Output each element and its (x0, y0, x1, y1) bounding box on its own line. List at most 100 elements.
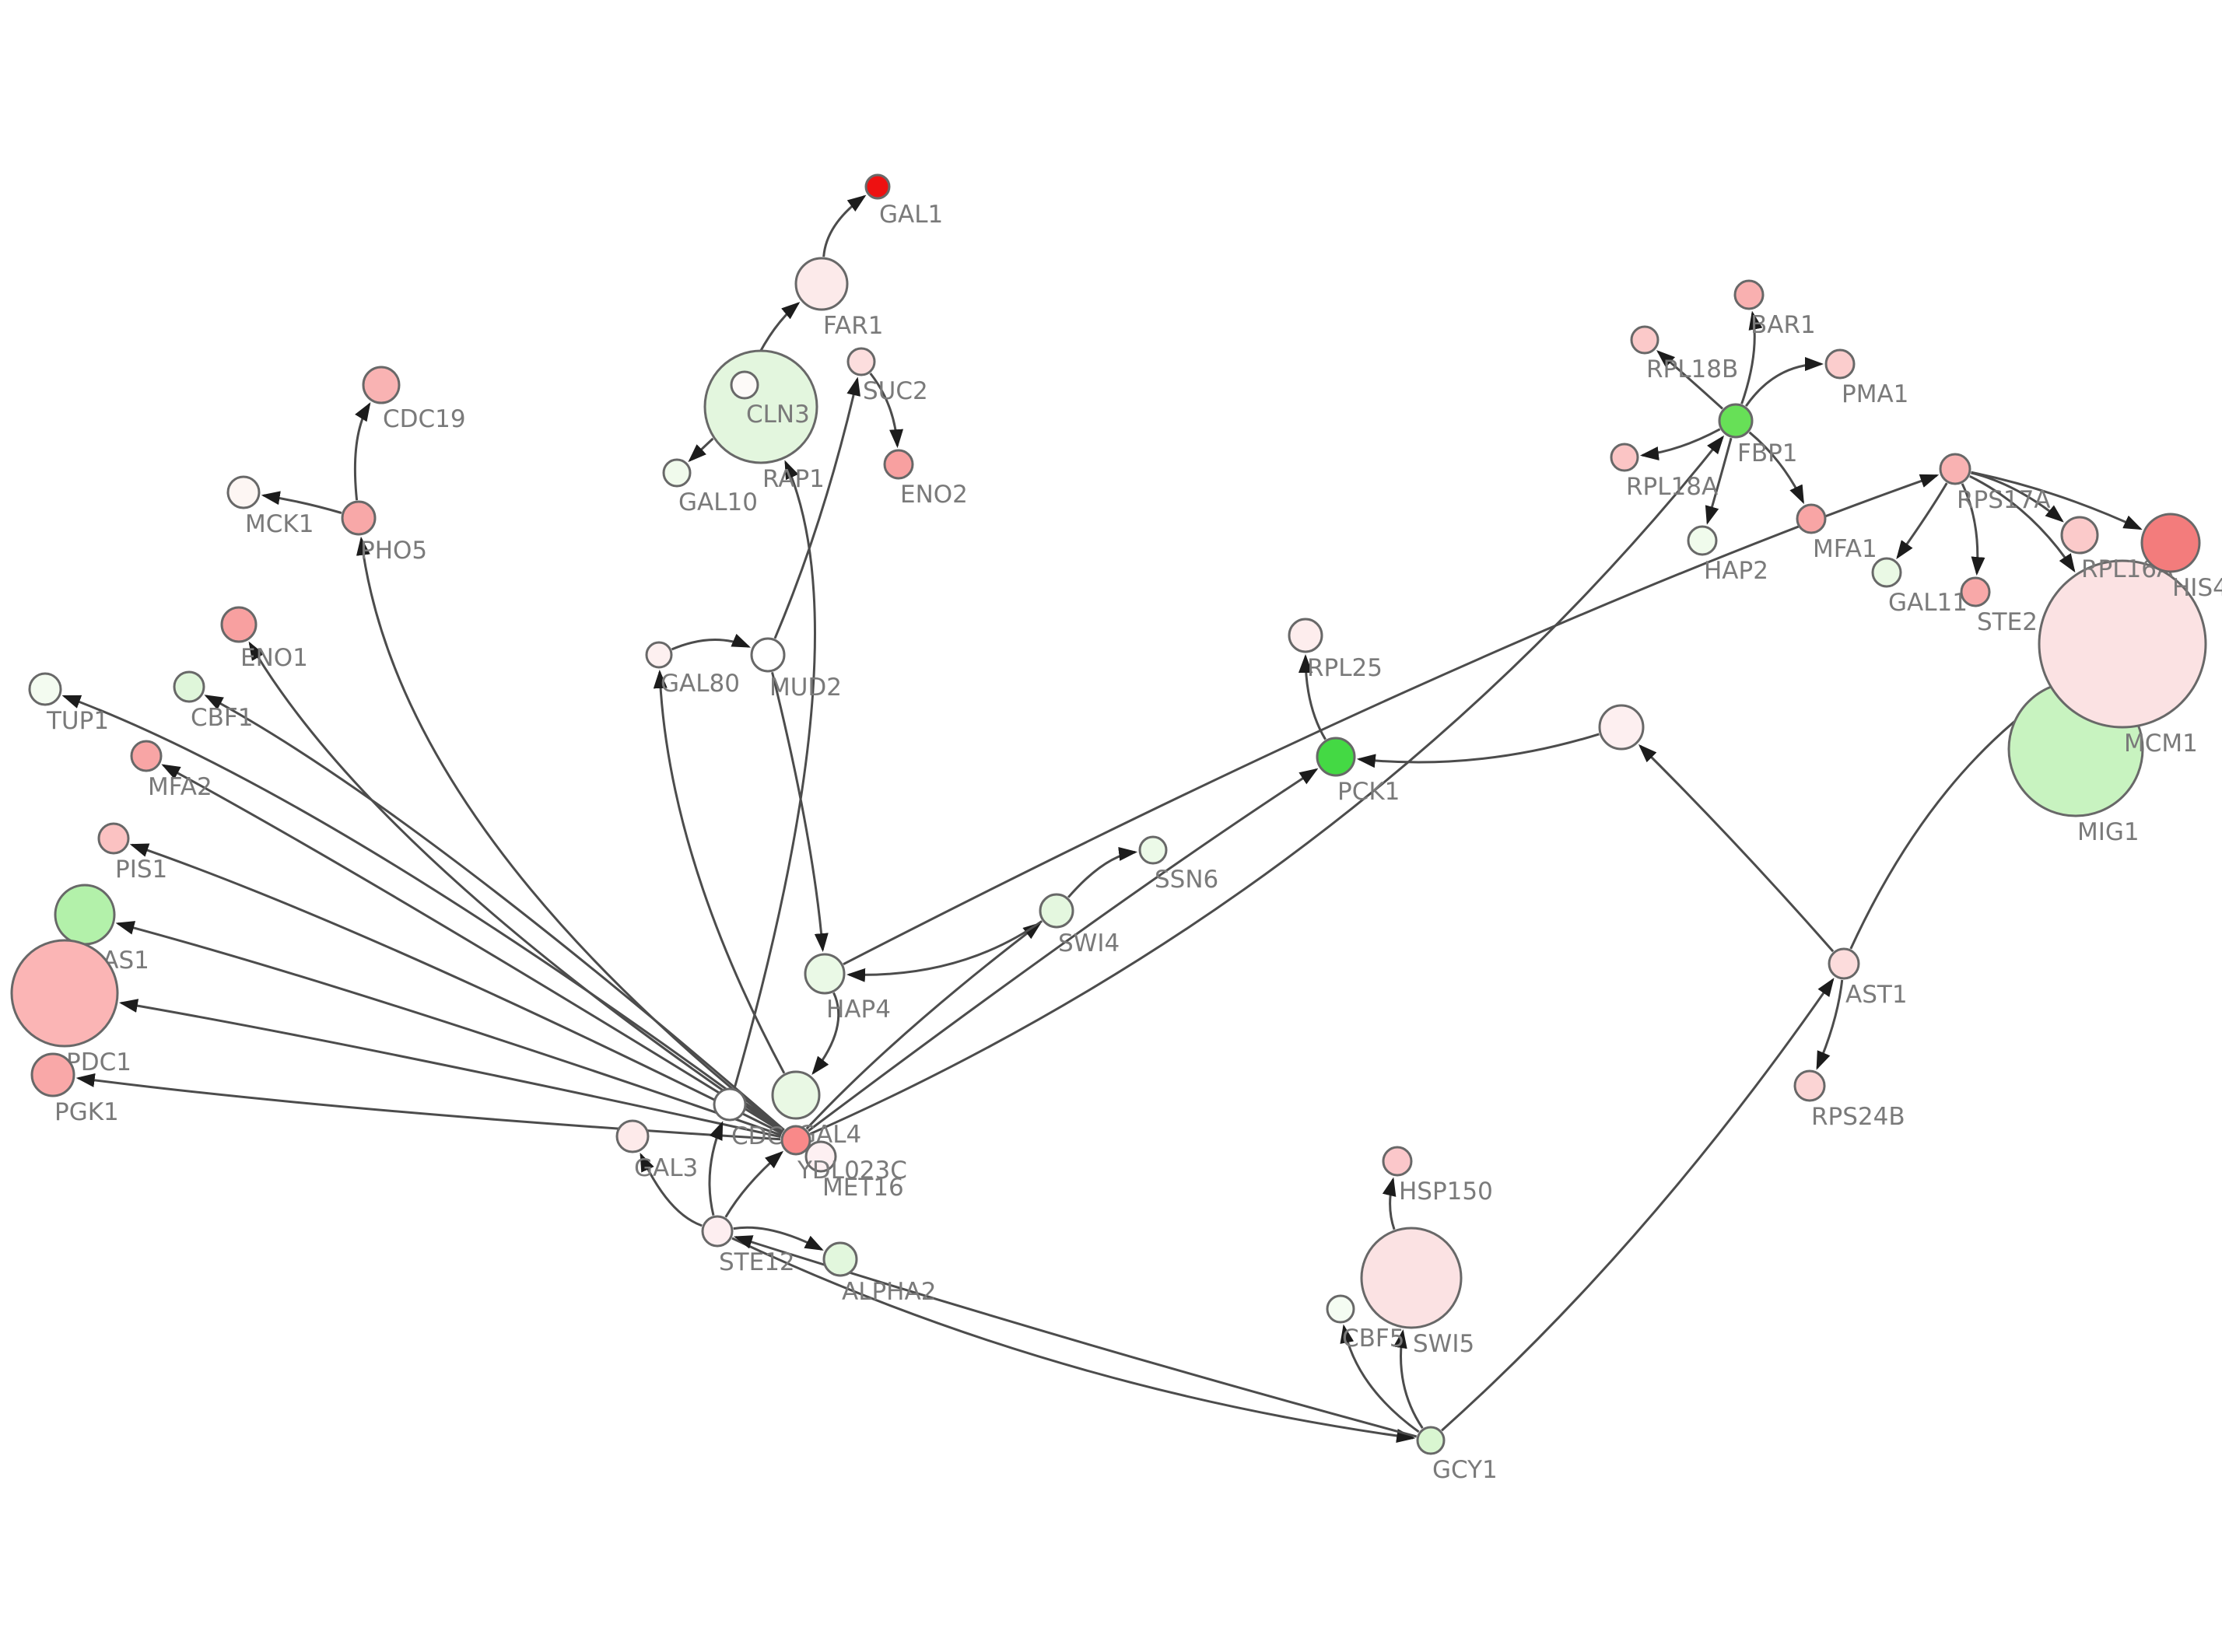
edge-AST1-RPS24B[interactable] (1816, 979, 1844, 1070)
edge-YDL023C-RAS1[interactable] (115, 921, 782, 1136)
edge-GCY1-AST1[interactable] (1441, 978, 1835, 1432)
edge-RPS17A-RPL16A[interactable] (1971, 471, 2064, 523)
node-PCK1[interactable] (1316, 737, 1356, 777)
edge-FAR1-GAL1[interactable] (822, 194, 867, 257)
node-FAR1[interactable] (794, 257, 849, 311)
node-PHO5[interactable] (341, 500, 377, 536)
node-HAP4[interactable] (804, 953, 846, 995)
node-CDC19[interactable] (362, 366, 401, 404)
node-ENO1[interactable] (220, 606, 258, 643)
edge-SWI5-HSP150[interactable] (1382, 1177, 1397, 1230)
node-HIS4[interactable] (2140, 513, 2201, 573)
edge-YDL023C-PCK1[interactable] (808, 768, 1319, 1132)
edge-YDL023C-MFA2[interactable] (161, 764, 783, 1133)
node-SWI4[interactable] (1039, 893, 1074, 929)
edge-STE12-CDC6[interactable] (708, 1121, 724, 1216)
edge-YDL023C-TUP1[interactable] (61, 695, 784, 1132)
edge-RPS17A-MCM1[interactable] (1969, 474, 2076, 573)
edge-RAP1-GAL10[interactable] (688, 437, 714, 463)
node-TUP1[interactable] (28, 672, 62, 706)
node-RAS1[interactable] (54, 884, 116, 946)
node-YDL023C[interactable] (780, 1125, 811, 1156)
edge-PHO5-CDC19[interactable] (353, 402, 371, 501)
edge-MUD2-SUC2[interactable] (773, 376, 860, 639)
edge-RPS17A-HIS4[interactable] (1971, 471, 2143, 530)
node-UNNAMED[interactable] (1598, 704, 1645, 751)
edge-PCK1-RPL25[interactable] (1299, 654, 1327, 740)
edge-CDC6-RAP1[interactable] (733, 460, 816, 1089)
edge-YDL023C-CBF1[interactable] (204, 695, 785, 1132)
node-SWI5[interactable] (1360, 1227, 1463, 1329)
node-MFA1[interactable] (1796, 503, 1827, 534)
edge-YDL023C-PHO5[interactable] (356, 536, 785, 1132)
edge-RPS17A-STE2[interactable] (1961, 483, 1985, 576)
edge-SUC2-ENO2[interactable] (869, 373, 904, 449)
edge-YDL023C-SWI4[interactable] (805, 922, 1042, 1130)
edge-STE12-GCY1[interactable] (731, 1237, 1416, 1443)
node-PGK1[interactable] (30, 1052, 75, 1097)
edge-HAP4-GAL4[interactable] (811, 992, 840, 1076)
node-GAL10[interactable] (662, 458, 692, 488)
node-STE12[interactable] (701, 1215, 734, 1248)
node-MUD2[interactable] (750, 637, 786, 673)
edge-YDL023C-PGK1[interactable] (75, 1073, 781, 1141)
edge-STE12-YDL023C[interactable] (724, 1150, 784, 1218)
node-HAP2[interactable] (1687, 525, 1718, 556)
edge-STE12-ALPHA2[interactable] (733, 1226, 824, 1251)
edge-GCY1-CBF5[interactable] (1340, 1324, 1420, 1433)
node-PMA1[interactable] (1824, 348, 1856, 380)
edge-AST1-UNNAMED[interactable] (1638, 744, 1835, 953)
node-MCM1[interactable] (2038, 559, 2207, 729)
node-MFA2[interactable] (130, 740, 163, 772)
node-HSP150[interactable] (1382, 1146, 1413, 1177)
edge-FBP1-BAR1[interactable] (1740, 310, 1763, 404)
node-PIS1[interactable] (97, 822, 130, 855)
node-SSN6[interactable] (1138, 835, 1168, 865)
edge-YDL023C-FBP1[interactable] (809, 435, 1725, 1136)
node-CBF1[interactable] (173, 670, 205, 703)
edge-FBP1-RPL18A[interactable] (1639, 428, 1721, 460)
edge-SWI4-SSN6[interactable] (1067, 847, 1138, 898)
node-GAL11[interactable] (1871, 557, 1902, 588)
edge-FBP1-RPL18B[interactable] (1656, 350, 1724, 410)
node-RPL16A[interactable] (2060, 516, 2099, 555)
node-GCY1[interactable] (1416, 1426, 1446, 1455)
edge-RPS17A-GAL11[interactable] (1896, 482, 1948, 559)
node-RPS24B[interactable] (1793, 1069, 1826, 1102)
node-CBF5[interactable] (1326, 1294, 1355, 1324)
node-RPL25[interactable] (1288, 618, 1323, 653)
node-RPL18A[interactable] (1610, 443, 1639, 472)
edge-UNNAMED-PCK1[interactable] (1356, 733, 1600, 768)
edge-FBP1-PMA1[interactable] (1744, 357, 1824, 407)
edge-SWI4-HAP4[interactable] (846, 920, 1043, 982)
node-FBP1[interactable] (1718, 403, 1754, 439)
node-SUC2[interactable] (846, 347, 876, 376)
node-PDC1[interactable] (10, 939, 119, 1048)
node-GAL3[interactable] (615, 1119, 650, 1153)
node-RPS17A[interactable] (1939, 453, 1971, 485)
edge-MUD2-HAP4[interactable] (771, 671, 829, 953)
node-CDC6[interactable] (713, 1087, 747, 1122)
node-BAR1[interactable] (1733, 279, 1765, 310)
edge-STE12-GAL3[interactable] (640, 1152, 703, 1227)
node-ALPHA2[interactable] (822, 1241, 858, 1277)
edge-PHO5-MCK1[interactable] (261, 491, 342, 514)
node-MCK1[interactable] (226, 475, 261, 509)
edge-FBP1-MFA1[interactable] (1748, 431, 1804, 505)
edge-FBP1-HAP2[interactable] (1705, 437, 1733, 525)
node-CLN3[interactable] (730, 370, 759, 400)
edge-YDL023C-PDC1[interactable] (118, 999, 781, 1139)
edge-GAL4-GAL80[interactable] (653, 670, 786, 1074)
node-GAL80[interactable] (645, 641, 673, 669)
node-MET16[interactable] (804, 1140, 837, 1173)
node-ENO2[interactable] (883, 449, 914, 480)
node-RPL18B[interactable] (1630, 325, 1659, 355)
edge-YDL023C-PIS1[interactable] (129, 843, 783, 1135)
edge-GCY1-SWI5[interactable] (1393, 1329, 1424, 1430)
node-STE2[interactable] (1960, 576, 1991, 607)
node-GAL4[interactable] (771, 1070, 821, 1120)
edge-HAP4-RPS17A[interactable] (843, 474, 1940, 966)
edge-GAL80-MUD2[interactable] (671, 633, 751, 651)
